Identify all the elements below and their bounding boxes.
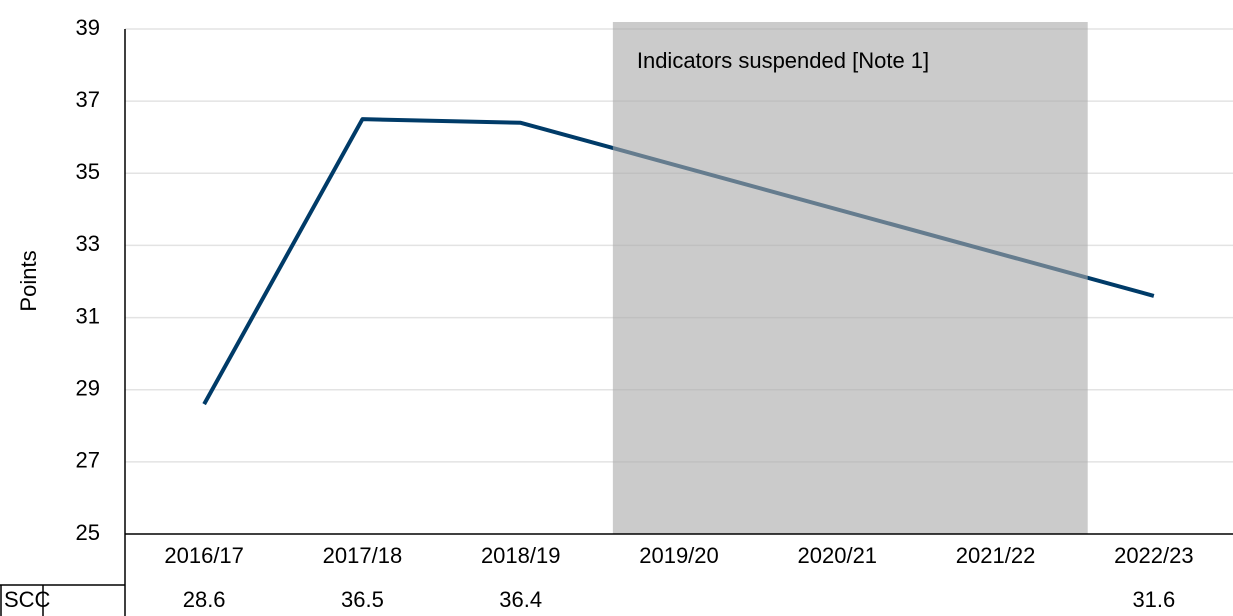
y-tick-label: 25 [76,520,100,545]
y-tick-label: 29 [76,376,100,401]
table-value: 28.6 [183,587,226,612]
x-tick-label: 2018/19 [481,543,561,568]
shaded-region [612,22,1088,534]
table-value: 31.6 [1132,587,1175,612]
x-tick-label: 2020/21 [798,543,878,568]
x-tick-label: 2016/17 [164,543,244,568]
x-tick-label: 2022/23 [1114,543,1194,568]
x-tick-label: 2019/20 [639,543,719,568]
y-tick-label: 37 [76,87,100,112]
region-label: Indicators suspended [Note 1] [637,48,929,73]
x-tick-label: 2021/22 [956,543,1036,568]
y-axis-title: Points [16,250,41,311]
y-tick-label: 31 [76,303,100,328]
table-value: 36.4 [499,587,542,612]
y-tick-label: 33 [76,231,100,256]
x-tick-label: 2017/18 [323,543,403,568]
table-value: 36.5 [341,587,384,612]
y-tick-label: 39 [76,15,100,40]
legend-label: SCC [4,587,51,612]
y-tick-label: 27 [76,448,100,473]
y-tick-label: 35 [76,159,100,184]
